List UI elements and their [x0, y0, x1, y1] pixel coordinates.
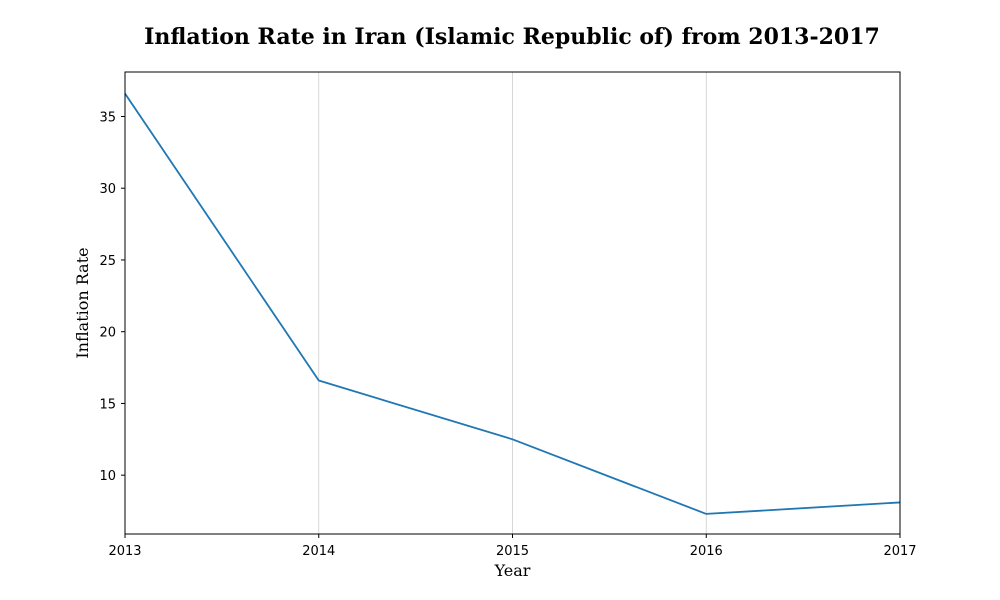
y-tick-label-10: 10 — [99, 469, 116, 484]
chart-title: Inflation Rate in Iran (Islamic Republic… — [144, 24, 880, 50]
grid-lines — [124, 72, 901, 534]
y-axis-ticks: 10 15 20 25 30 35 — [99, 110, 125, 484]
y-tick-label-25: 25 — [99, 254, 116, 269]
y-tick-label-20: 20 — [99, 326, 116, 341]
y-tick-label-30: 30 — [99, 182, 116, 197]
x-axis-ticks: 2013 2014 2015 2016 2017 — [108, 534, 917, 559]
y-axis-label: Inflation Rate — [73, 247, 92, 358]
y-tick-label-35: 35 — [99, 110, 116, 125]
series-layer — [124, 93, 901, 515]
series-line-0 — [124, 93, 901, 515]
x-tick-label-2015: 2015 — [496, 544, 529, 559]
x-axis-label: Year — [494, 561, 531, 580]
x-tick-label-2013: 2013 — [108, 544, 141, 559]
y-tick-label-15: 15 — [99, 397, 116, 412]
x-tick-label-2014: 2014 — [302, 544, 335, 559]
x-tick-label-2016: 2016 — [690, 544, 723, 559]
x-tick-label-2017: 2017 — [883, 544, 916, 559]
